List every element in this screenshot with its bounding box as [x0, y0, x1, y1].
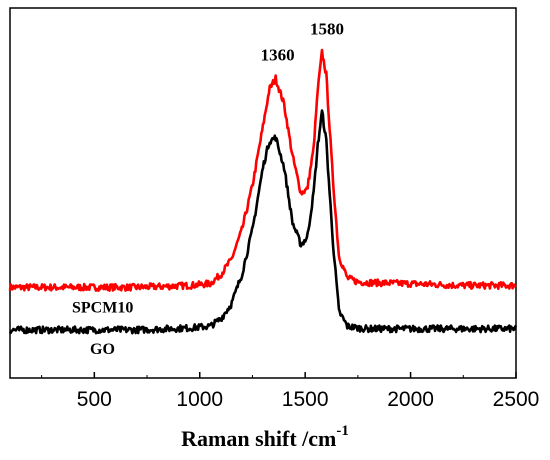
series-label-go: GO: [90, 341, 115, 358]
chart-labels: 1360 1580 SPCM10 GO: [72, 19, 344, 358]
series-line-go: [8, 109, 518, 335]
x-axis-title-superscript: -1: [336, 423, 349, 439]
x-tick-label-500: 500: [77, 388, 112, 411]
x-tick-label-2000: 2000: [387, 388, 434, 411]
series-label-spcm10: SPCM10: [72, 299, 133, 316]
peak-annotation-1360: 1360: [261, 45, 295, 64]
x-axis-ticks: 500 1000 1500 2000 2500: [41, 372, 540, 411]
series-layer: [8, 48, 518, 335]
x-tick-label-1500: 1500: [282, 388, 329, 411]
plot-frame: [9, 7, 517, 379]
peak-annotation-1580: 1580: [310, 19, 344, 38]
x-axis-title: Raman shift /cm-1: [181, 423, 349, 451]
x-tick-label-1000: 1000: [176, 388, 223, 411]
x-axis-title-text: Raman shift /cm: [181, 426, 336, 451]
x-tick-label-2500: 2500: [493, 388, 540, 411]
series-line-spcm10: [8, 48, 517, 292]
